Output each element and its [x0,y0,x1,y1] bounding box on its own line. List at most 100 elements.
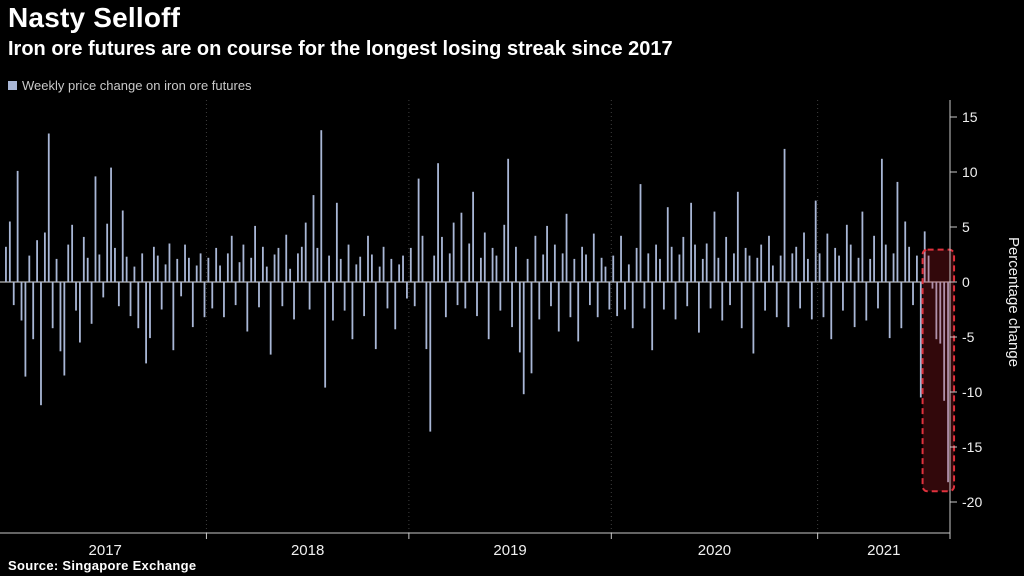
weekly-change-bar [838,255,840,282]
weekly-change-bar [359,256,362,282]
weekly-change-bar [775,282,778,318]
weekly-change-bar [880,158,883,282]
weekly-change-bar [849,244,852,282]
weekly-change-bar [441,236,443,282]
weekly-change-bar [188,257,190,282]
weekly-change-bar [639,184,642,282]
weekly-change-bar [748,255,751,282]
chart-legend: Weekly price change on iron ore futures [8,78,252,93]
weekly-change-bar [370,254,373,282]
weekly-change-bar [456,282,459,306]
weekly-change-bar [740,282,743,329]
weekly-change-bar [71,224,74,282]
y-axis-title: Percentage change [1005,237,1022,367]
weekly-change-bar [433,255,436,282]
weekly-change-bar [437,163,439,282]
weekly-change-bar [293,282,295,320]
weekly-change-bar [561,253,564,282]
weekly-change-bar [20,282,23,321]
weekly-change-bar [129,282,132,317]
weekly-change-bar [145,282,147,364]
weekly-change-bar [409,247,412,282]
weekly-change-bar [460,212,463,282]
weekly-change-bar [246,282,249,332]
weekly-change-bar [518,282,521,353]
weekly-change-bar [916,255,918,282]
weekly-change-bar [289,268,292,282]
weekly-change-bar [476,282,478,317]
weekly-change-bar [725,236,728,282]
weekly-change-bar [733,253,735,282]
weekly-change-bar [581,246,584,282]
weekly-change-bar [826,233,829,282]
x-year-label: 2018 [291,542,324,559]
weekly-change-bar [659,258,661,282]
weekly-change-bar [339,258,342,282]
weekly-change-bar [631,282,634,329]
y-tick-label: -20 [962,494,982,510]
weekly-change-bar [931,282,934,289]
weekly-change-bar [569,282,572,318]
weekly-change-bar [830,282,833,340]
weekly-change-bar [226,253,229,282]
weekly-change-bar [406,282,408,299]
weekly-change-bar [935,282,938,340]
weekly-change-bar [542,254,545,282]
weekly-change-bar [98,254,101,282]
weekly-change-bar [927,255,930,282]
weekly-change-bar [713,211,716,282]
weekly-change-bar [600,257,603,282]
weekly-change-bar [787,282,790,328]
weekly-change-bar [308,282,311,310]
weekly-change-bar [884,244,887,282]
weekly-change-bar [149,282,151,339]
weekly-change-bar [195,265,198,282]
weekly-change-bar [312,195,315,282]
weekly-change-bar [721,282,724,321]
weekly-change-bar [908,246,911,282]
weekly-change-bar [651,282,654,351]
weekly-change-bar [495,255,498,282]
weekly-change-bar [51,282,54,329]
weekly-change-bar [335,202,338,282]
weekly-change-bar [865,282,868,321]
weekly-change-bar [332,282,334,321]
weekly-change-bar [125,256,128,282]
weekly-change-bar [316,247,319,282]
weekly-change-bar [223,282,225,318]
weekly-change-bar [557,282,560,332]
weekly-change-bar [160,282,163,310]
weekly-change-bar [413,282,416,307]
weekly-change-bar [374,282,377,350]
weekly-change-bar [807,258,809,282]
weekly-change-bar [624,282,626,310]
weekly-change-bar [845,224,848,282]
weekly-change-bar [75,282,77,311]
weekly-change-bar [869,258,872,282]
weekly-change-bar [199,253,202,282]
weekly-change-bar [28,255,31,282]
x-year-label: 2020 [698,542,731,559]
weekly-change-bar [102,282,105,298]
weekly-change-bar [643,282,646,309]
weekly-change-bar [877,282,879,309]
weekly-change-bar [43,232,46,282]
weekly-change-bar [791,253,794,282]
weekly-change-bar [491,247,494,282]
weekly-change-bar [896,181,899,282]
weekly-change-bar [152,246,155,282]
weekly-change-bar [12,282,15,306]
weekly-change-bar [417,178,420,282]
weekly-change-bar [448,253,451,282]
weekly-change-bar [736,191,739,282]
weekly-change-bar [771,265,774,282]
weekly-change-bar [82,236,85,282]
weekly-change-bar [550,282,552,307]
weekly-change-bar [756,257,759,282]
weekly-change-bar [234,282,237,306]
weekly-change-bar [464,282,467,309]
weekly-change-bar [207,257,210,282]
weekly-change-bar [324,282,327,388]
weekly-change-bar [479,257,482,282]
